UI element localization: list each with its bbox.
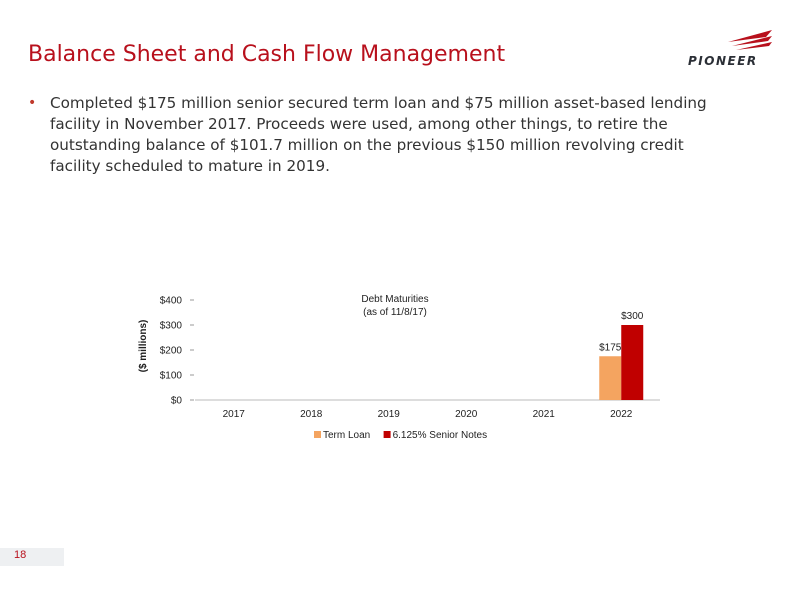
chart-title: Debt Maturities	[361, 294, 428, 305]
x-tick-label: 2019	[378, 409, 401, 420]
data-label: $300	[621, 311, 644, 322]
slide-title: Balance Sheet and Cash Flow Management	[28, 42, 506, 67]
y-tick-label: $300	[160, 321, 183, 332]
bullet-marker: •	[28, 95, 37, 111]
y-tick-label: $100	[160, 371, 183, 382]
bullet-list: • Completed $175 million senior secured …	[26, 93, 766, 177]
logo-wordmark: PIONEER	[688, 54, 758, 68]
footer-badge: 18	[0, 548, 64, 566]
x-tick-label: 2022	[610, 409, 633, 420]
bullet-line: facility in November 2017. Proceeds were…	[50, 115, 668, 133]
pioneer-logo: PIONEER	[688, 28, 776, 74]
legend-swatch	[383, 431, 391, 438]
x-tick-label: 2018	[300, 409, 323, 420]
debt-maturities-chart: Debt Maturities (as of 11/8/17) ($ million…	[138, 294, 660, 441]
bullet-line: Completed $175 million senior secured te…	[50, 94, 707, 112]
x-tick-label: 2020	[455, 409, 478, 420]
bullet-item: • Completed $175 million senior secured …	[26, 93, 766, 177]
y-tick-label: $200	[160, 346, 183, 357]
chart-subtitle: (as of 11/8/17)	[363, 307, 427, 318]
swoosh-icon	[728, 30, 772, 50]
legend-swatch	[314, 431, 321, 438]
bar-term-loan	[599, 356, 622, 400]
legend-label: 6.125% Senior Notes	[393, 430, 488, 441]
bullet-line: outstanding balance of $101.7 million on…	[50, 136, 684, 154]
data-label: $175	[599, 342, 622, 353]
y-axis-title: ($ millions)	[138, 320, 149, 373]
y-tick-label: $400	[160, 296, 183, 307]
y-tick-label: $0	[171, 396, 183, 407]
legend-label: Term Loan	[323, 430, 370, 441]
page-number: 18	[14, 549, 27, 561]
bullet-line: facility scheduled to mature in 2019.	[50, 157, 330, 175]
x-tick-label: 2021	[533, 409, 556, 420]
x-tick-label: 2017	[223, 409, 246, 420]
bar-6-125-senior-notes	[621, 325, 644, 400]
